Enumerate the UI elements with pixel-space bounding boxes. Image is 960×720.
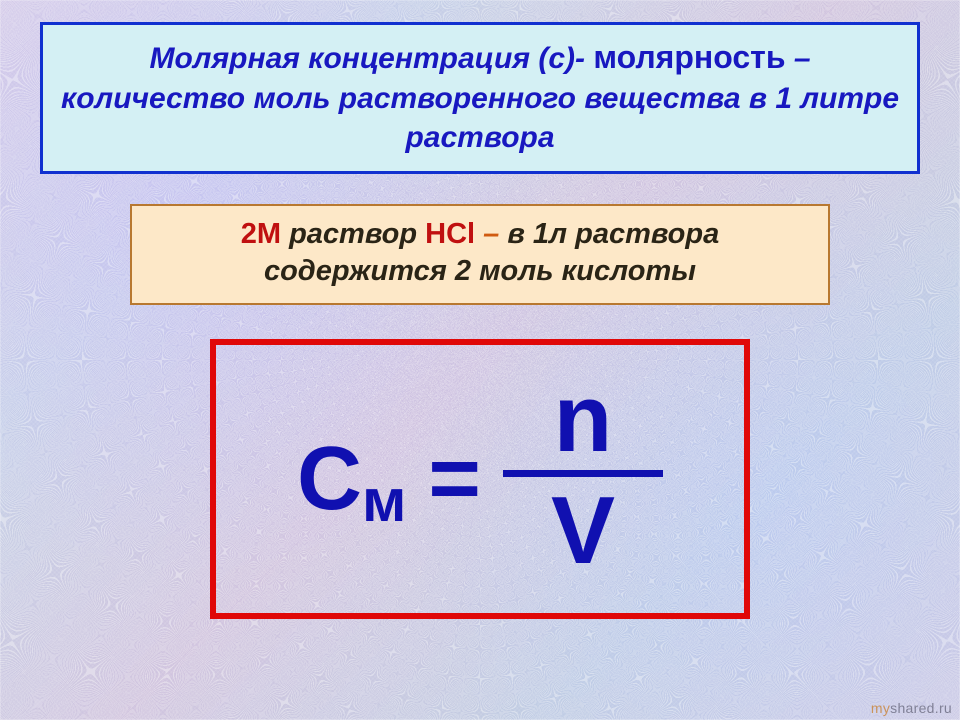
formula-sub-m: м <box>362 467 406 534</box>
watermark-my: my <box>871 700 890 716</box>
formula-c: C <box>297 429 362 529</box>
definition-part1: Молярная концентрация (с)- <box>149 42 593 75</box>
formula-denominator: V <box>551 485 615 576</box>
formula-fraction: n V <box>503 373 663 576</box>
formula-fraction-bar <box>503 470 663 477</box>
example-solution-word: раствор <box>281 218 425 250</box>
formula: Cм = n V <box>297 377 663 580</box>
example-2m: 2М <box>241 218 281 250</box>
example-hcl: HCl <box>425 218 475 250</box>
formula-numerator: n <box>554 373 613 464</box>
definition-molarity-word: молярность <box>593 39 785 75</box>
example-tail1: в 1л раствора <box>507 218 719 250</box>
formula-box: Cм = n V <box>210 339 750 619</box>
watermark-shared: shared <box>890 700 935 716</box>
example-dash: – <box>475 218 507 250</box>
example-tail2: содержится 2 моль кислоты <box>264 255 696 287</box>
watermark: myshared.ru <box>871 700 952 716</box>
watermark-ru: .ru <box>935 700 952 716</box>
example-box: 2М раствор HCl – в 1л раствора содержитс… <box>130 204 830 305</box>
formula-cm: Cм <box>297 434 406 524</box>
formula-equals: = <box>428 434 481 524</box>
definition-box: Молярная концентрация (с)- молярность – … <box>40 22 920 174</box>
slide-content: Молярная концентрация (с)- молярность – … <box>0 0 960 619</box>
